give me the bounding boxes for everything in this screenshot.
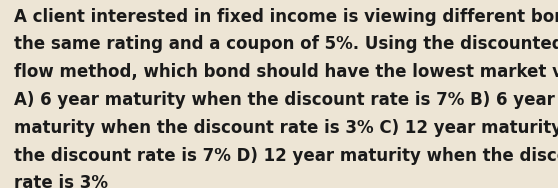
Text: flow method, which bond should have the lowest market value?: flow method, which bond should have the … [14, 63, 558, 81]
Text: A) 6 year maturity when the discount rate is 7% B) 6 year: A) 6 year maturity when the discount rat… [14, 91, 555, 109]
Text: maturity when the discount rate is 3% C) 12 year maturity when: maturity when the discount rate is 3% C)… [14, 119, 558, 137]
Text: the discount rate is 7% D) 12 year maturity when the discount: the discount rate is 7% D) 12 year matur… [14, 147, 558, 165]
Text: A client interested in fixed income is viewing different bonds with: A client interested in fixed income is v… [14, 8, 558, 26]
Text: the same rating and a coupon of 5%. Using the discounted cash: the same rating and a coupon of 5%. Usin… [14, 35, 558, 53]
Text: rate is 3%: rate is 3% [14, 174, 108, 188]
